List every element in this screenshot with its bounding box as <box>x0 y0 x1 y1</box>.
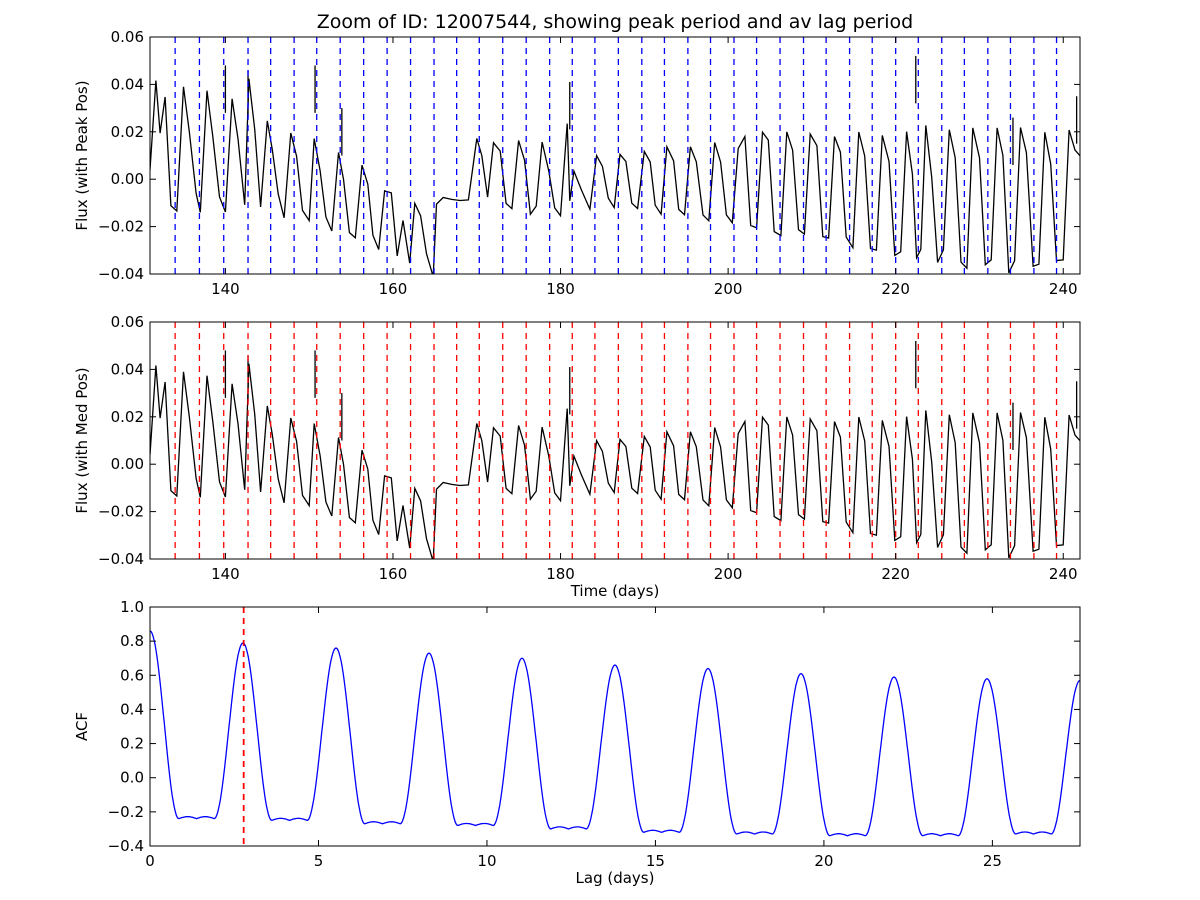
acf-ytick-label: −0.4 <box>108 837 144 855</box>
peak-xtick-label: 240 <box>1049 280 1078 298</box>
peak-ylabel: Flux (with Peak Pos) <box>73 80 91 230</box>
acf-ytick-label: −0.2 <box>108 803 144 821</box>
peak-position-panel: 140 160 180 200 220 240 −0.04 −0.02 0.00 0.02 0.04… <box>73 28 1081 298</box>
median-ytick-label: 0.04 <box>111 360 144 378</box>
peak-plot-area <box>150 37 1080 274</box>
acf-xtick-label: 15 <box>646 852 665 870</box>
median-ytick-label: −0.04 <box>98 550 144 568</box>
median-xtick-label: 240 <box>1049 565 1078 583</box>
median-xtick-label: 180 <box>546 565 575 583</box>
acf-xtick-label: 20 <box>814 852 833 870</box>
peak-series-line <box>150 78 1080 274</box>
median-position-panel: 140 160 180 200 220 240 −0.04 −0.02 0.00 0.02 0.04… <box>73 313 1081 600</box>
median-ytick-label: 0.06 <box>111 313 144 331</box>
acf-ytick-label: 0.6 <box>120 666 144 684</box>
median-xtick-label: 140 <box>211 565 240 583</box>
median-xlabel: Time (days) <box>570 582 660 600</box>
acf-xlabel: Lag (days) <box>576 869 655 887</box>
acf-ytick-label: 0.2 <box>120 735 144 753</box>
peak-xtick-label: 200 <box>714 280 743 298</box>
peak-xtick-label: 220 <box>881 280 910 298</box>
acf-ylabel: ACF <box>73 712 91 741</box>
acf-ytick-label: 1.0 <box>120 598 144 616</box>
peak-ytick-label: 0.04 <box>111 75 144 93</box>
acf-xtick-label: 5 <box>314 852 324 870</box>
acf-axes-frame <box>149 606 1081 847</box>
peak-ytick-label: −0.04 <box>98 265 144 283</box>
median-series-line <box>150 363 1080 559</box>
peak-axes-frame <box>149 36 1081 275</box>
peak-xtick-label: 140 <box>211 280 240 298</box>
median-axes-frame <box>149 321 1081 560</box>
median-xtick-label: 160 <box>379 565 408 583</box>
acf-panel: 0 5 10 15 20 25 −0.4 −0.2 0.0 0.2 0.4 0.6 0.8 1.0 ACF L… <box>73 598 1081 887</box>
acf-ytick-label: 0.0 <box>120 769 144 787</box>
median-ylabel: Flux (with Med Pos) <box>73 367 91 513</box>
acf-ytick-label: 0.8 <box>120 632 144 650</box>
peak-ytick-label: 0.06 <box>111 28 144 46</box>
median-ytick-label: −0.02 <box>98 503 144 521</box>
acf-xtick-label: 25 <box>983 852 1002 870</box>
median-xtick-label: 220 <box>881 565 910 583</box>
median-xtick-label: 200 <box>714 565 743 583</box>
chart-title: Zoom of ID: 12007544, showing peak perio… <box>317 11 913 33</box>
peak-ytick-label: 0.02 <box>111 123 144 141</box>
peak-ytick-label: 0.00 <box>111 170 144 188</box>
median-plot-area <box>150 322 1080 559</box>
acf-plot-area <box>150 607 1080 846</box>
acf-ytick-label: 0.4 <box>120 700 144 718</box>
median-ytick-label: 0.02 <box>111 408 144 426</box>
acf-xtick-label: 10 <box>477 852 496 870</box>
median-ytick-label: 0.00 <box>111 455 144 473</box>
peak-ytick-label: −0.02 <box>98 218 144 236</box>
peak-xtick-label: 160 <box>379 280 408 298</box>
peak-xtick-label: 180 <box>546 280 575 298</box>
acf-series-line <box>150 630 1080 837</box>
acf-xtick-label: 0 <box>145 852 155 870</box>
